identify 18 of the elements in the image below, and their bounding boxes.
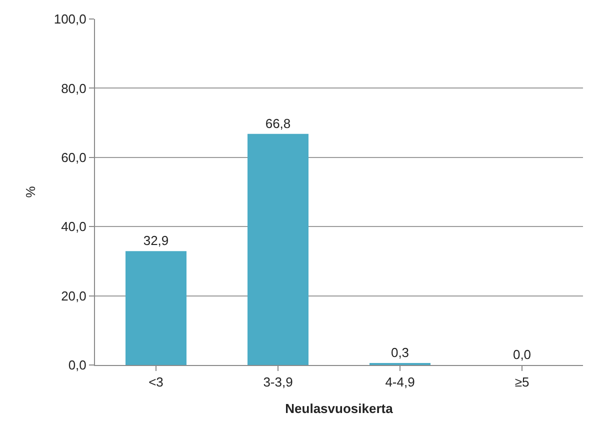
x-tick-label: 3-3,9: [263, 374, 293, 390]
y-tick-label: 20,0: [61, 288, 86, 304]
data-label: 0,0: [512, 347, 532, 362]
x-tick-label: 4-4,9: [385, 374, 415, 390]
data-label: 0,3: [390, 345, 410, 360]
x-axis-title: Neulasvuosikerta: [285, 401, 394, 416]
y-axis-title: %: [22, 186, 38, 198]
bar: [126, 251, 186, 365]
x-tick-label: ≥5: [514, 374, 530, 390]
y-tick-label: 0,0: [68, 358, 86, 373]
data-label: 66,8: [265, 116, 291, 131]
y-tick-label: 80,0: [61, 80, 86, 96]
y-tick-label: 100,0: [54, 12, 86, 27]
bar: [248, 134, 308, 365]
data-label: 32,9: [143, 233, 169, 248]
y-tick-label: 40,0: [61, 219, 86, 234]
y-tick-label: 60,0: [61, 150, 86, 165]
x-tick-label: <3: [148, 374, 164, 390]
